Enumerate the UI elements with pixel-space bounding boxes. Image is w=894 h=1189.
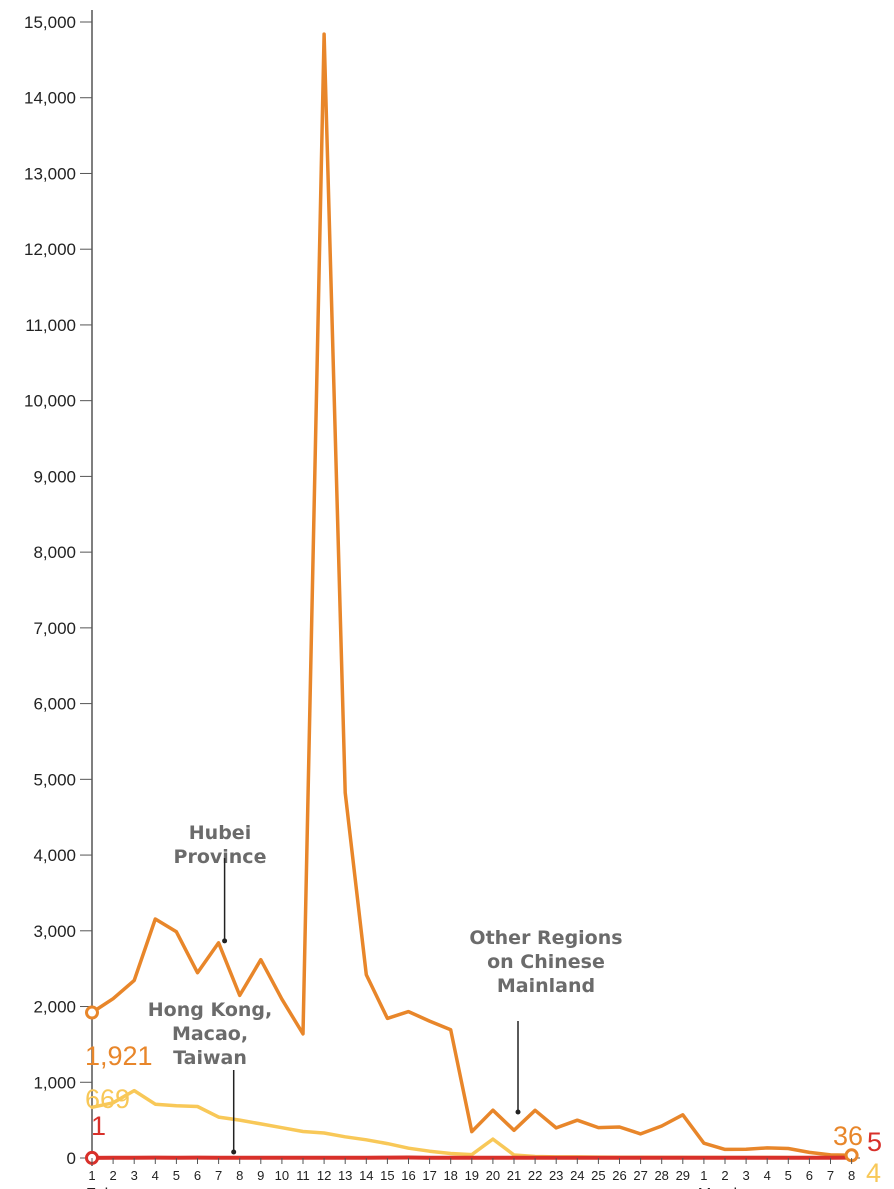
- x-tick-label: 29: [676, 1168, 690, 1183]
- y-tick-label: 1,000: [33, 1073, 76, 1092]
- x-tick-label: 5: [173, 1168, 180, 1183]
- series-annotation-label: Other Regions: [469, 927, 622, 949]
- x-tick-label: 1: [700, 1168, 707, 1183]
- series-start-value: 1: [91, 1111, 106, 1141]
- x-axis-month-labels: February March: [86, 1186, 742, 1189]
- y-tick-label: 13,000: [24, 164, 76, 183]
- y-tick-label: 4,000: [33, 846, 76, 865]
- series-annotation-label: Province: [174, 846, 267, 868]
- series-annotation-label: Hubei: [189, 822, 251, 844]
- annotation-leader-dot: [515, 1109, 521, 1115]
- series-lines: [85, 32, 859, 1165]
- y-axis-ticks: 0 1,000 2,000 3,000 4,000 5,000 6,000 7,000 8,00…: [24, 13, 92, 1168]
- series-end-value: 36: [833, 1121, 863, 1151]
- x-tick-label: 13: [338, 1168, 352, 1183]
- x-tick-label: 4: [764, 1168, 771, 1183]
- x-tick-label: 6: [194, 1168, 201, 1183]
- y-tick-label: 12,000: [24, 240, 76, 259]
- y-tick-label: 14,000: [24, 89, 76, 108]
- x-tick-label: 12: [317, 1168, 331, 1183]
- x-tick-label: 24: [570, 1168, 584, 1183]
- x-tick-label: 19: [465, 1168, 479, 1183]
- series-annotation-label: Macao,: [172, 1023, 248, 1045]
- y-tick-label: 2,000: [33, 998, 76, 1017]
- x-tick-label: 15: [380, 1168, 394, 1183]
- series-start-marker: [85, 1005, 99, 1020]
- y-tick-label: 9,000: [33, 467, 76, 486]
- x-tick-label: 3: [131, 1168, 138, 1183]
- x-tick-label: 23: [549, 1168, 563, 1183]
- y-tick-label: 11,000: [25, 316, 76, 335]
- x-tick-label: 4: [152, 1168, 159, 1183]
- x-tick-label: 26: [612, 1168, 626, 1183]
- x-month-label: February: [86, 1186, 150, 1189]
- x-tick-label: 27: [633, 1168, 647, 1183]
- x-tick-label: 8: [848, 1168, 855, 1183]
- y-tick-label: 15,000: [24, 13, 76, 32]
- x-tick-label: 1: [88, 1168, 95, 1183]
- x-month-label: March: [698, 1186, 742, 1189]
- x-tick-label: 28: [654, 1168, 668, 1183]
- y-tick-label: 0: [67, 1149, 76, 1168]
- x-tick-label: 7: [827, 1168, 834, 1183]
- series-annotation-label: Taiwan: [173, 1047, 247, 1069]
- annotation-leader-dot: [222, 938, 228, 944]
- x-tick-label: 22: [528, 1168, 542, 1183]
- series-end-value: 5: [867, 1127, 882, 1157]
- x-tick-label: 2: [721, 1168, 728, 1183]
- y-tick-label: 10,000: [24, 392, 76, 411]
- x-tick-label: 17: [422, 1168, 436, 1183]
- x-tick-label: 2: [109, 1168, 116, 1183]
- series-end-value: 4: [866, 1158, 881, 1188]
- x-tick-label: 8: [236, 1168, 243, 1183]
- series-start-value: 1,921: [85, 1041, 153, 1071]
- x-tick-label: 25: [591, 1168, 605, 1183]
- series-start-value: 669: [85, 1084, 130, 1114]
- x-tick-label: 10: [275, 1168, 289, 1183]
- x-tick-label: 7: [215, 1168, 222, 1183]
- y-tick-label: 3,000: [33, 922, 76, 941]
- x-tick-label: 20: [486, 1168, 500, 1183]
- annotation-leader-dot: [231, 1149, 237, 1155]
- y-tick-label: 8,000: [33, 543, 76, 562]
- x-tick-label: 14: [359, 1168, 373, 1183]
- y-tick-label: 5,000: [33, 770, 76, 789]
- series-annotation-label: Mainland: [497, 975, 595, 997]
- x-tick-label: 5: [785, 1168, 792, 1183]
- x-tick-label: 21: [507, 1168, 521, 1183]
- series-annotation-label: on Chinese: [487, 951, 605, 973]
- series-annotation-label: Hong Kong,: [148, 999, 272, 1021]
- series-line: [90, 32, 854, 1158]
- x-tick-label: 16: [401, 1168, 415, 1183]
- x-axis-ticks: 1 2 3 4 5 6 7 8 9 10 11 12 13 14 15 16 17 18 19 20 21 22 23 24 2…: [88, 1158, 855, 1183]
- x-tick-label: 11: [296, 1168, 310, 1183]
- x-tick-label: 18: [443, 1168, 457, 1183]
- x-tick-label: 6: [806, 1168, 813, 1183]
- x-tick-label: 9: [257, 1168, 264, 1183]
- x-tick-label: 3: [742, 1168, 749, 1183]
- y-tick-label: 7,000: [33, 619, 76, 638]
- y-tick-label: 6,000: [33, 695, 76, 714]
